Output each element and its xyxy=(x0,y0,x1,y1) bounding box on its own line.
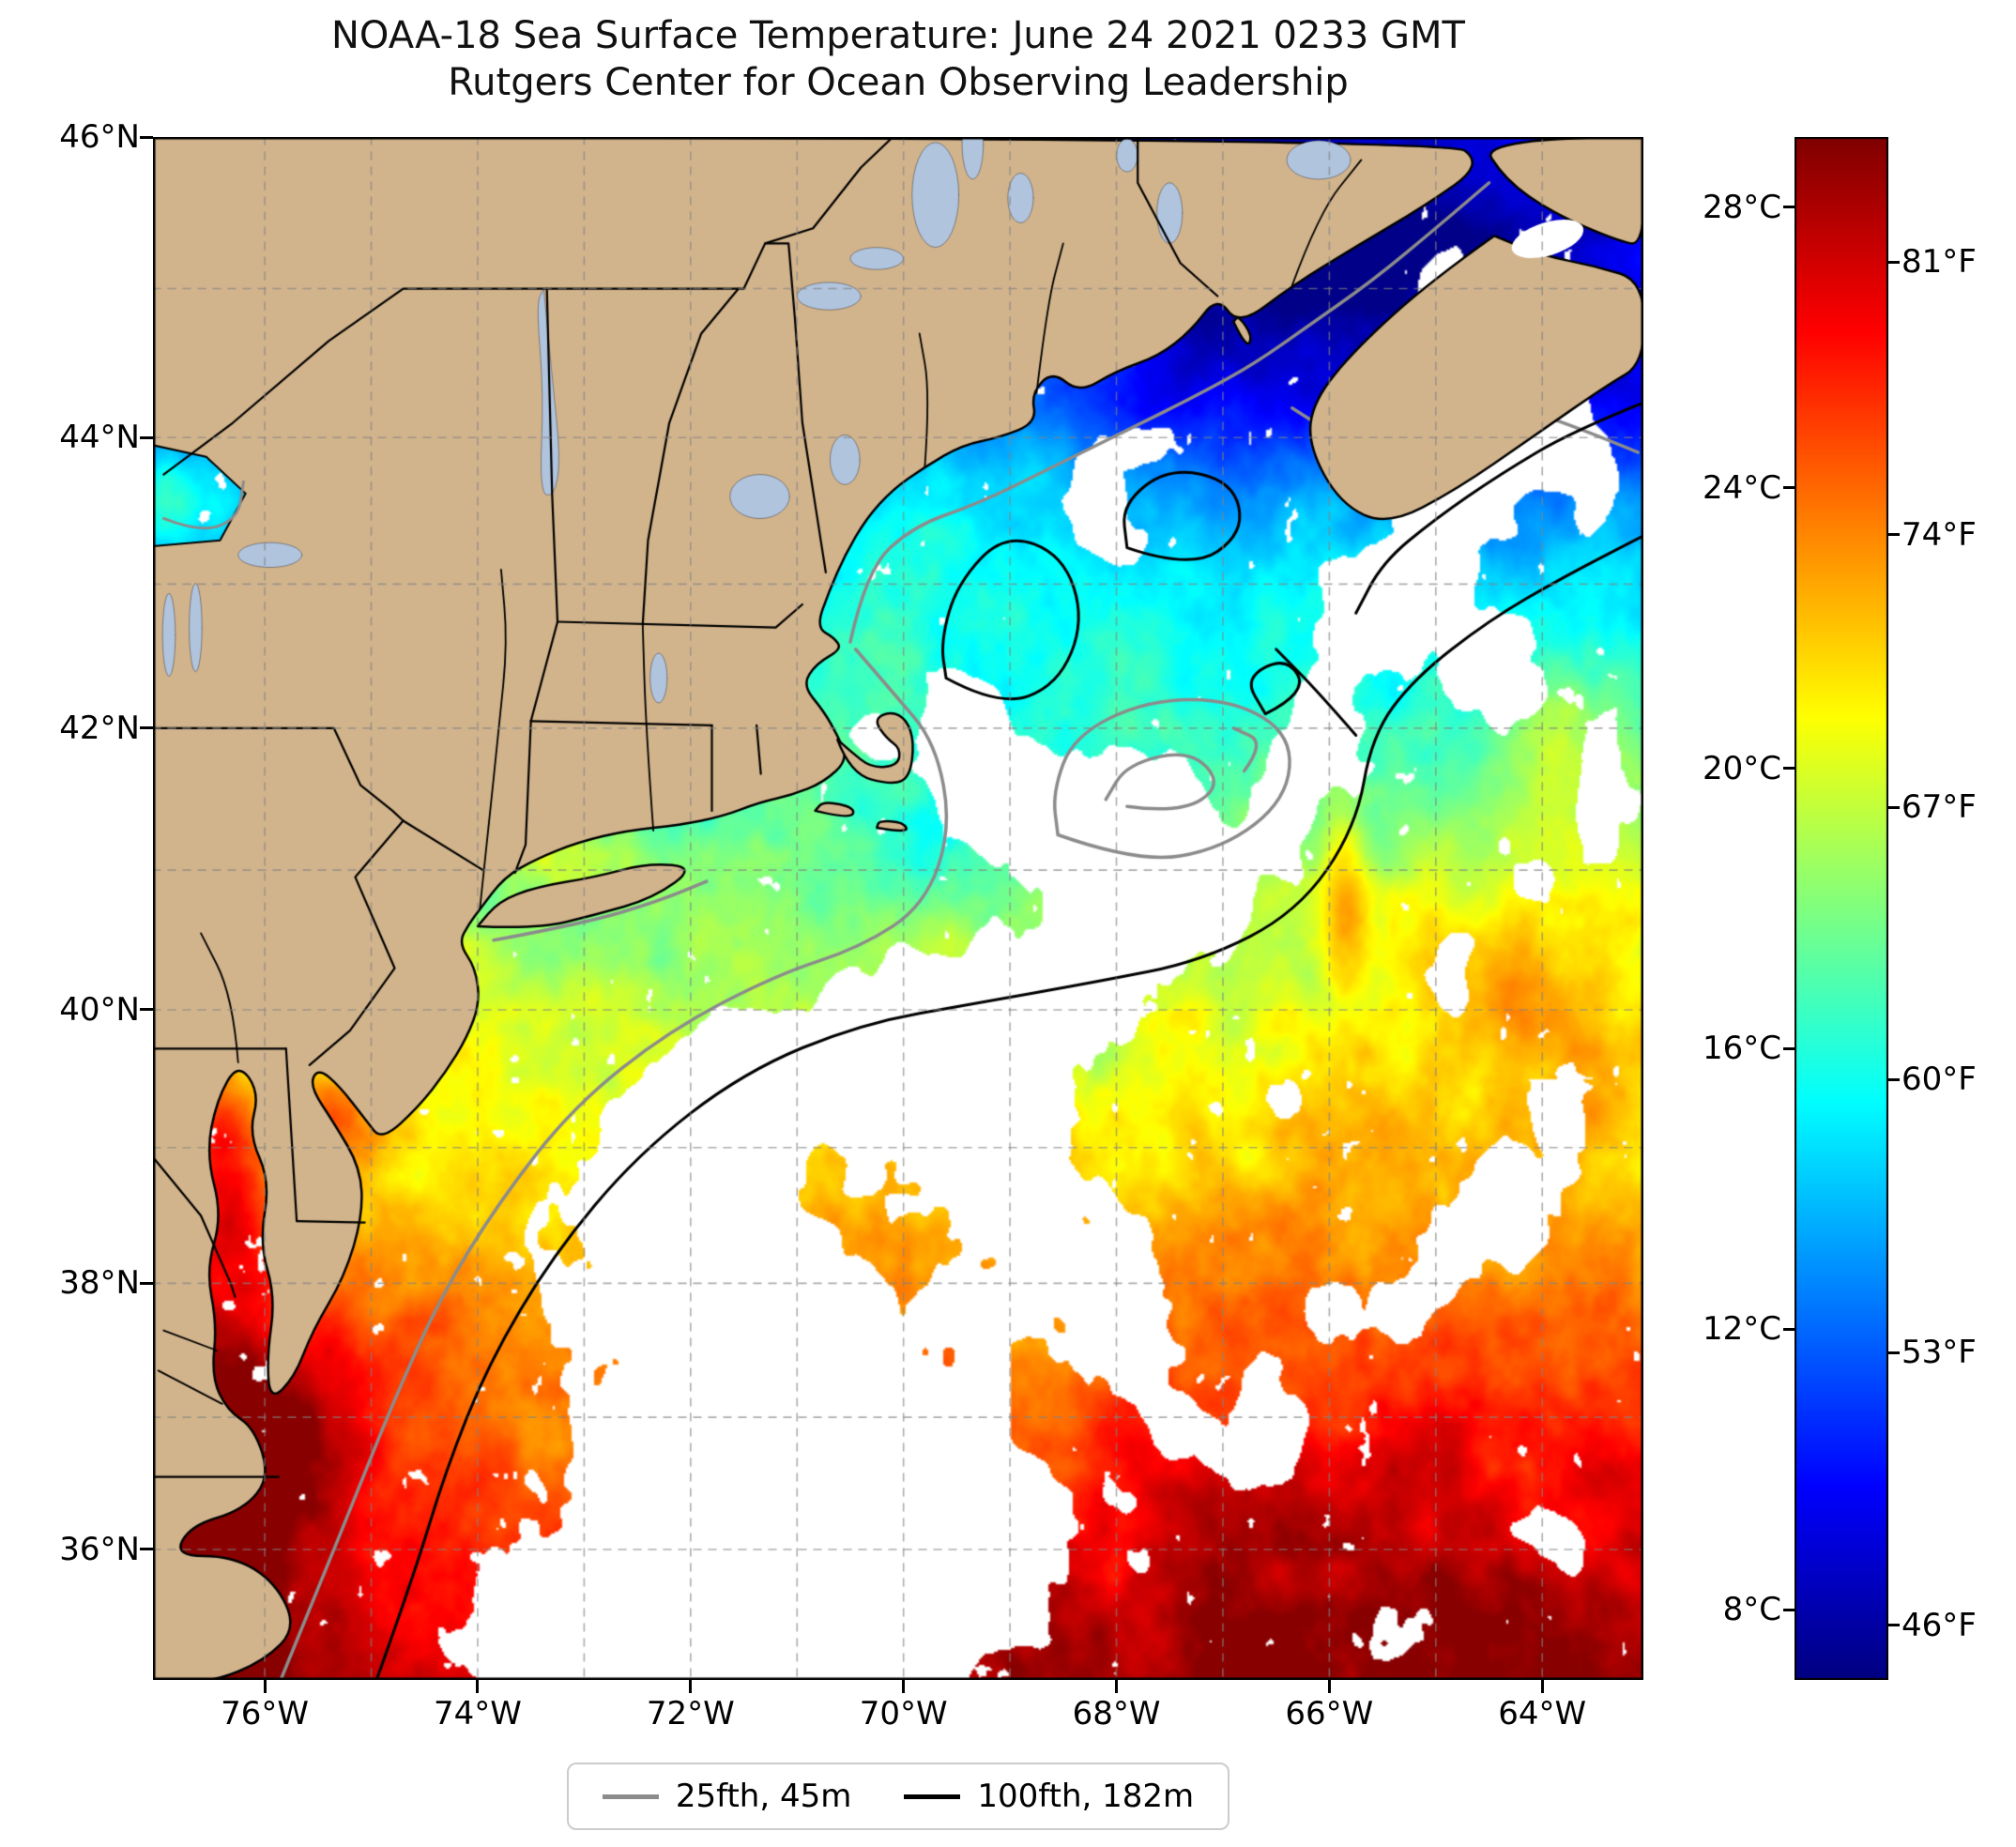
lat-tick-label: 36°N xyxy=(59,1530,140,1568)
lat-tick-mark xyxy=(140,135,153,139)
lon-tick-mark xyxy=(476,1680,480,1693)
lon-tick-mark xyxy=(1327,1680,1331,1693)
lat-tick-mark xyxy=(140,726,153,730)
lon-tick-label: 76°W xyxy=(221,1695,310,1733)
legend-item: 100fth, 182m xyxy=(904,1778,1194,1815)
celsius-tick-label: 24°C xyxy=(1702,468,1781,507)
lon-tick-label: 64°W xyxy=(1498,1695,1587,1733)
celsius-tick-mark xyxy=(1783,1608,1795,1611)
legend-item: 25fth, 45m xyxy=(602,1778,852,1815)
contour-line-swatch xyxy=(904,1794,961,1799)
lat-tick-mark xyxy=(140,1008,153,1012)
figure-title-line1: NOAA-18 Sea Surface Temperature: June 24… xyxy=(330,14,1465,57)
fahrenheit-tick-mark xyxy=(1888,805,1900,809)
lon-tick-label: 74°W xyxy=(434,1695,522,1733)
lat-tick-label: 46°N xyxy=(59,118,140,156)
fahrenheit-tick-mark xyxy=(1888,1624,1900,1627)
celsius-tick-label: 28°C xyxy=(1702,188,1781,226)
lon-tick-mark xyxy=(689,1680,693,1693)
lon-tick-label: 72°W xyxy=(646,1695,735,1733)
contour-line-swatch xyxy=(602,1794,659,1799)
legend-item-label: 25fth, 45m xyxy=(675,1778,852,1815)
celsius-tick-mark xyxy=(1783,1327,1795,1331)
fahrenheit-tick-label: 74°F xyxy=(1901,515,1977,554)
lat-tick-label: 44°N xyxy=(59,419,140,457)
lon-tick-mark xyxy=(902,1680,906,1693)
lat-tick-label: 38°N xyxy=(59,1264,140,1303)
celsius-tick-label: 8°C xyxy=(1722,1591,1781,1629)
legend: 25fth, 45m 100fth, 182m xyxy=(153,1763,1643,1830)
fahrenheit-tick-label: 60°F xyxy=(1901,1061,1977,1099)
colorbar-canvas xyxy=(1795,137,1888,1680)
fahrenheit-tick-mark xyxy=(1888,260,1900,264)
figure-title-line2: Rutgers Center for Ocean Observing Leade… xyxy=(448,61,1349,104)
lon-tick-label: 70°W xyxy=(859,1695,948,1733)
celsius-tick-label: 16°C xyxy=(1702,1030,1781,1068)
lat-tick-mark xyxy=(140,1548,153,1551)
celsius-tick-mark xyxy=(1783,767,1795,771)
fahrenheit-tick-label: 53°F xyxy=(1901,1334,1977,1372)
fahrenheit-tick-mark xyxy=(1888,1077,1900,1081)
legend-box: 25fth, 45m 100fth, 182m xyxy=(566,1763,1230,1830)
lat-tick-mark xyxy=(140,435,153,439)
legend-item-label: 100fth, 182m xyxy=(977,1778,1195,1815)
lat-tick-label: 40°N xyxy=(59,990,140,1029)
celsius-tick-mark xyxy=(1783,486,1795,490)
lat-tick-mark xyxy=(140,1281,153,1285)
fahrenheit-tick-mark xyxy=(1888,1351,1900,1354)
fahrenheit-tick-mark xyxy=(1888,533,1900,537)
lon-tick-label: 66°W xyxy=(1285,1695,1374,1733)
fahrenheit-tick-label: 81°F xyxy=(1901,243,1977,281)
fahrenheit-tick-label: 67°F xyxy=(1901,788,1977,827)
lon-tick-label: 68°W xyxy=(1072,1695,1161,1733)
lon-tick-mark xyxy=(263,1680,267,1693)
lon-tick-mark xyxy=(1540,1680,1544,1693)
celsius-tick-mark xyxy=(1783,1046,1795,1050)
celsius-tick-mark xyxy=(1783,206,1795,209)
lon-tick-mark xyxy=(1115,1680,1119,1693)
celsius-tick-label: 12°C xyxy=(1702,1310,1781,1349)
sst-map-canvas xyxy=(153,137,1643,1680)
lat-tick-label: 42°N xyxy=(59,709,140,747)
fahrenheit-tick-label: 46°F xyxy=(1901,1606,1977,1644)
celsius-tick-label: 20°C xyxy=(1702,749,1781,787)
